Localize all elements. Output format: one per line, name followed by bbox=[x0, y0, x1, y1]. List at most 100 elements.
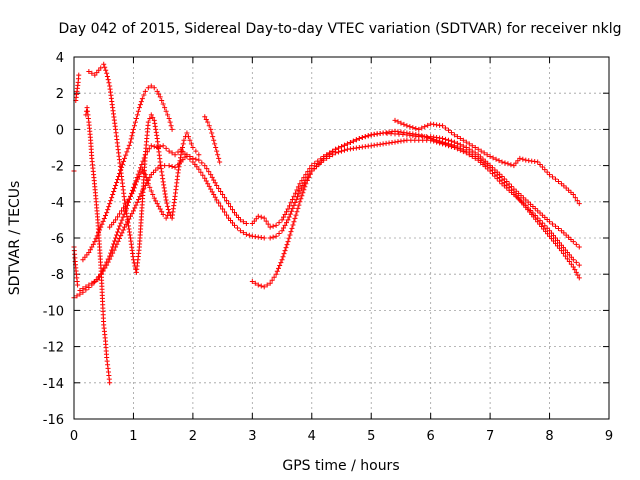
data-point bbox=[196, 157, 202, 163]
data-point-interp bbox=[114, 232, 120, 238]
data-point-interp bbox=[90, 241, 96, 247]
data-point-interp bbox=[469, 152, 475, 158]
data-point bbox=[291, 193, 297, 199]
data-point bbox=[163, 197, 169, 203]
data-point-interp bbox=[132, 182, 138, 188]
axis-ticks bbox=[73, 56, 610, 420]
data-point bbox=[166, 210, 172, 216]
data-point-interp bbox=[539, 164, 545, 170]
data-point bbox=[166, 163, 172, 169]
data-point bbox=[291, 219, 297, 225]
series-track-7 bbox=[107, 166, 172, 230]
data-point bbox=[136, 173, 142, 179]
data-point bbox=[279, 257, 285, 263]
data-point-interp bbox=[276, 230, 282, 236]
data-point-interp bbox=[446, 141, 451, 147]
data-point bbox=[95, 277, 101, 283]
data-point-interp bbox=[150, 192, 156, 198]
data-point-interp bbox=[211, 192, 217, 198]
data-point-interp bbox=[563, 232, 569, 238]
data-point bbox=[463, 139, 469, 145]
data-point-interp bbox=[230, 207, 236, 213]
data-point-interp bbox=[413, 125, 419, 131]
data-point-interp bbox=[276, 220, 282, 226]
data-point-interp bbox=[494, 172, 500, 178]
data-point-interp bbox=[206, 123, 212, 129]
data-point-interp bbox=[129, 191, 135, 197]
data-point bbox=[86, 282, 92, 288]
data-point-interp bbox=[484, 152, 490, 158]
data-point bbox=[172, 164, 178, 170]
data-point-interp bbox=[228, 204, 234, 210]
data-point-interp bbox=[118, 167, 124, 173]
data-point-interp bbox=[215, 152, 221, 158]
data-point-interp bbox=[307, 171, 313, 177]
data-point-interp bbox=[492, 169, 498, 175]
data-point-interp bbox=[518, 193, 524, 199]
data-point-interp bbox=[164, 200, 170, 206]
data-point-interp bbox=[205, 181, 211, 187]
data-point-interp bbox=[129, 133, 135, 139]
data-point-interp bbox=[553, 223, 558, 229]
data-point-interp bbox=[489, 167, 495, 173]
data-point bbox=[122, 224, 128, 230]
data-point-interp bbox=[109, 195, 115, 201]
data-point-interp bbox=[407, 124, 413, 130]
data-point bbox=[163, 108, 169, 114]
data-point-interp bbox=[252, 280, 258, 286]
data-point-interp bbox=[141, 169, 147, 175]
data-point-interp bbox=[573, 269, 579, 275]
data-point-interp bbox=[114, 241, 120, 247]
data-point-interp bbox=[222, 209, 228, 215]
data-point-interp bbox=[116, 236, 122, 242]
y-tick-label: -14 bbox=[43, 377, 64, 392]
data-point bbox=[148, 83, 154, 89]
data-point-interp bbox=[566, 187, 572, 193]
data-point-interp bbox=[365, 133, 371, 139]
y-tick-label: -4 bbox=[51, 196, 64, 211]
data-point bbox=[220, 206, 226, 212]
data-point-interp bbox=[282, 248, 288, 254]
x-tick-label: 5 bbox=[367, 429, 375, 444]
data-point-interp bbox=[532, 206, 538, 212]
data-point-interp bbox=[209, 189, 215, 195]
data-point-interp bbox=[293, 212, 299, 218]
y-tick-label: 0 bbox=[56, 123, 64, 138]
data-point-interp bbox=[362, 134, 368, 140]
data-point-interp bbox=[87, 247, 93, 253]
data-point-interp bbox=[240, 230, 246, 236]
data-point-interp bbox=[169, 164, 175, 170]
data-point bbox=[267, 280, 273, 286]
data-point bbox=[160, 211, 166, 217]
y-tick-label: -6 bbox=[51, 232, 64, 247]
data-point-interp bbox=[573, 241, 579, 247]
data-point-interp bbox=[572, 195, 578, 201]
data-point-interp bbox=[118, 233, 124, 239]
data-point-interp bbox=[120, 214, 126, 220]
data-point-interp bbox=[180, 141, 186, 147]
data-point-interp bbox=[528, 201, 534, 207]
data-point bbox=[104, 262, 110, 268]
data-point-interp bbox=[141, 92, 147, 98]
data-point bbox=[208, 126, 214, 132]
y-tick-label: -16 bbox=[43, 413, 64, 428]
data-point-interp bbox=[281, 251, 287, 257]
data-point-interp bbox=[286, 214, 292, 220]
data-point-interp bbox=[114, 179, 120, 185]
data-point-interp bbox=[324, 153, 330, 159]
data-point bbox=[576, 244, 582, 250]
data-point bbox=[190, 145, 196, 150]
data-point bbox=[499, 159, 505, 165]
data-point-interp bbox=[422, 124, 428, 130]
data-point-interp bbox=[121, 158, 127, 164]
data-point-interp bbox=[294, 209, 300, 215]
data-point-interp bbox=[525, 199, 531, 205]
data-point bbox=[127, 139, 133, 145]
data-point bbox=[333, 146, 339, 152]
data-point-interp bbox=[159, 97, 165, 103]
data-point-interp bbox=[150, 115, 156, 121]
data-point-interp bbox=[278, 260, 284, 266]
data-point bbox=[226, 201, 232, 207]
data-point-interp bbox=[466, 150, 472, 156]
